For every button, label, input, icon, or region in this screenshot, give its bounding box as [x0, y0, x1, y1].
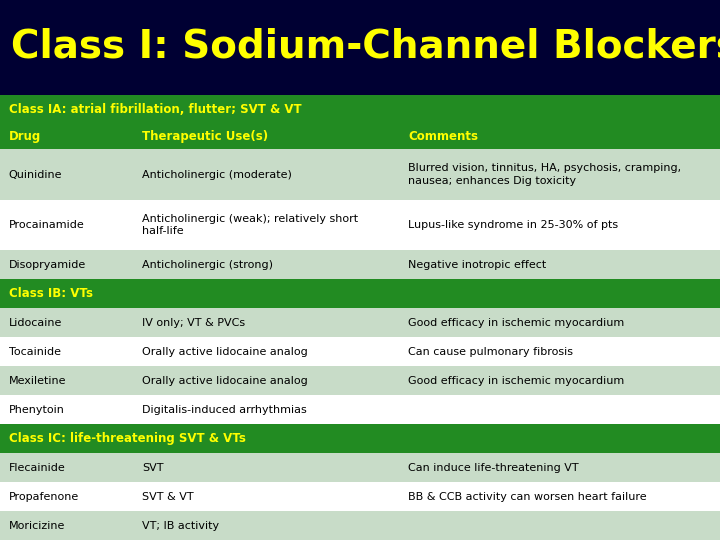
Text: Propafenone: Propafenone [9, 491, 79, 502]
Text: Lidocaine: Lidocaine [9, 318, 62, 328]
Text: Phenytoin: Phenytoin [9, 404, 65, 415]
Bar [0, 94, 720, 124]
Text: Lupus-like syndrome in 25-30% of pts: Lupus-like syndrome in 25-30% of pts [408, 220, 618, 230]
Text: Good efficacy in ischemic myocardium: Good efficacy in ischemic myocardium [408, 376, 624, 386]
Bar [0, 366, 720, 395]
Bar [0, 124, 720, 150]
Bar [0, 395, 720, 424]
Text: Blurred vision, tinnitus, HA, psychosis, cramping,
nausea; enhances Dig toxicity: Blurred vision, tinnitus, HA, psychosis,… [408, 163, 681, 186]
Text: SVT: SVT [142, 463, 163, 472]
Text: BB & CCB activity can worsen heart failure: BB & CCB activity can worsen heart failu… [408, 491, 647, 502]
Text: Mexiletine: Mexiletine [9, 376, 66, 386]
Bar [0, 279, 720, 308]
Bar [0, 482, 720, 511]
Text: Tocainide: Tocainide [9, 347, 60, 357]
Text: Digitalis-induced arrhythmias: Digitalis-induced arrhythmias [142, 404, 307, 415]
Text: IV only; VT & PVCs: IV only; VT & PVCs [142, 318, 245, 328]
Text: Flecainide: Flecainide [9, 463, 66, 472]
Text: Anticholinergic (moderate): Anticholinergic (moderate) [142, 170, 292, 180]
Text: Class IC: life-threatening SVT & VTs: Class IC: life-threatening SVT & VTs [9, 432, 246, 445]
Text: Class IB: VTs: Class IB: VTs [9, 287, 93, 300]
Text: Good efficacy in ischemic myocardium: Good efficacy in ischemic myocardium [408, 318, 624, 328]
Text: Drug: Drug [9, 130, 41, 143]
Text: Quinidine: Quinidine [9, 170, 62, 180]
Text: Moricizine: Moricizine [9, 521, 65, 530]
Text: Disopryamide: Disopryamide [9, 260, 86, 270]
Text: SVT & VT: SVT & VT [142, 491, 194, 502]
Text: Orally active lidocaine analog: Orally active lidocaine analog [142, 376, 307, 386]
Bar [0, 424, 720, 453]
Bar [0, 251, 720, 279]
Text: Procainamide: Procainamide [9, 220, 84, 230]
Text: VT; IB activity: VT; IB activity [142, 521, 219, 530]
Bar [0, 308, 720, 337]
Text: Orally active lidocaine analog: Orally active lidocaine analog [142, 347, 307, 357]
Bar [0, 150, 720, 200]
Bar [0, 453, 720, 482]
Text: Can cause pulmonary fibrosis: Can cause pulmonary fibrosis [408, 347, 573, 357]
Bar [0, 337, 720, 366]
Bar [0, 511, 720, 540]
Text: Class I: Sodium-Channel Blockers: Class I: Sodium-Channel Blockers [11, 28, 720, 65]
Text: Anticholinergic (weak); relatively short
half-life: Anticholinergic (weak); relatively short… [142, 214, 358, 237]
Text: Negative inotropic effect: Negative inotropic effect [408, 260, 546, 270]
Text: Anticholinergic (strong): Anticholinergic (strong) [142, 260, 273, 270]
Bar [0, 200, 720, 251]
Text: Comments: Comments [408, 130, 478, 143]
Text: Therapeutic Use(s): Therapeutic Use(s) [142, 130, 268, 143]
Text: Can induce life-threatening VT: Can induce life-threatening VT [408, 463, 579, 472]
Text: Class IA: atrial fibrillation, flutter; SVT & VT: Class IA: atrial fibrillation, flutter; … [9, 103, 301, 116]
